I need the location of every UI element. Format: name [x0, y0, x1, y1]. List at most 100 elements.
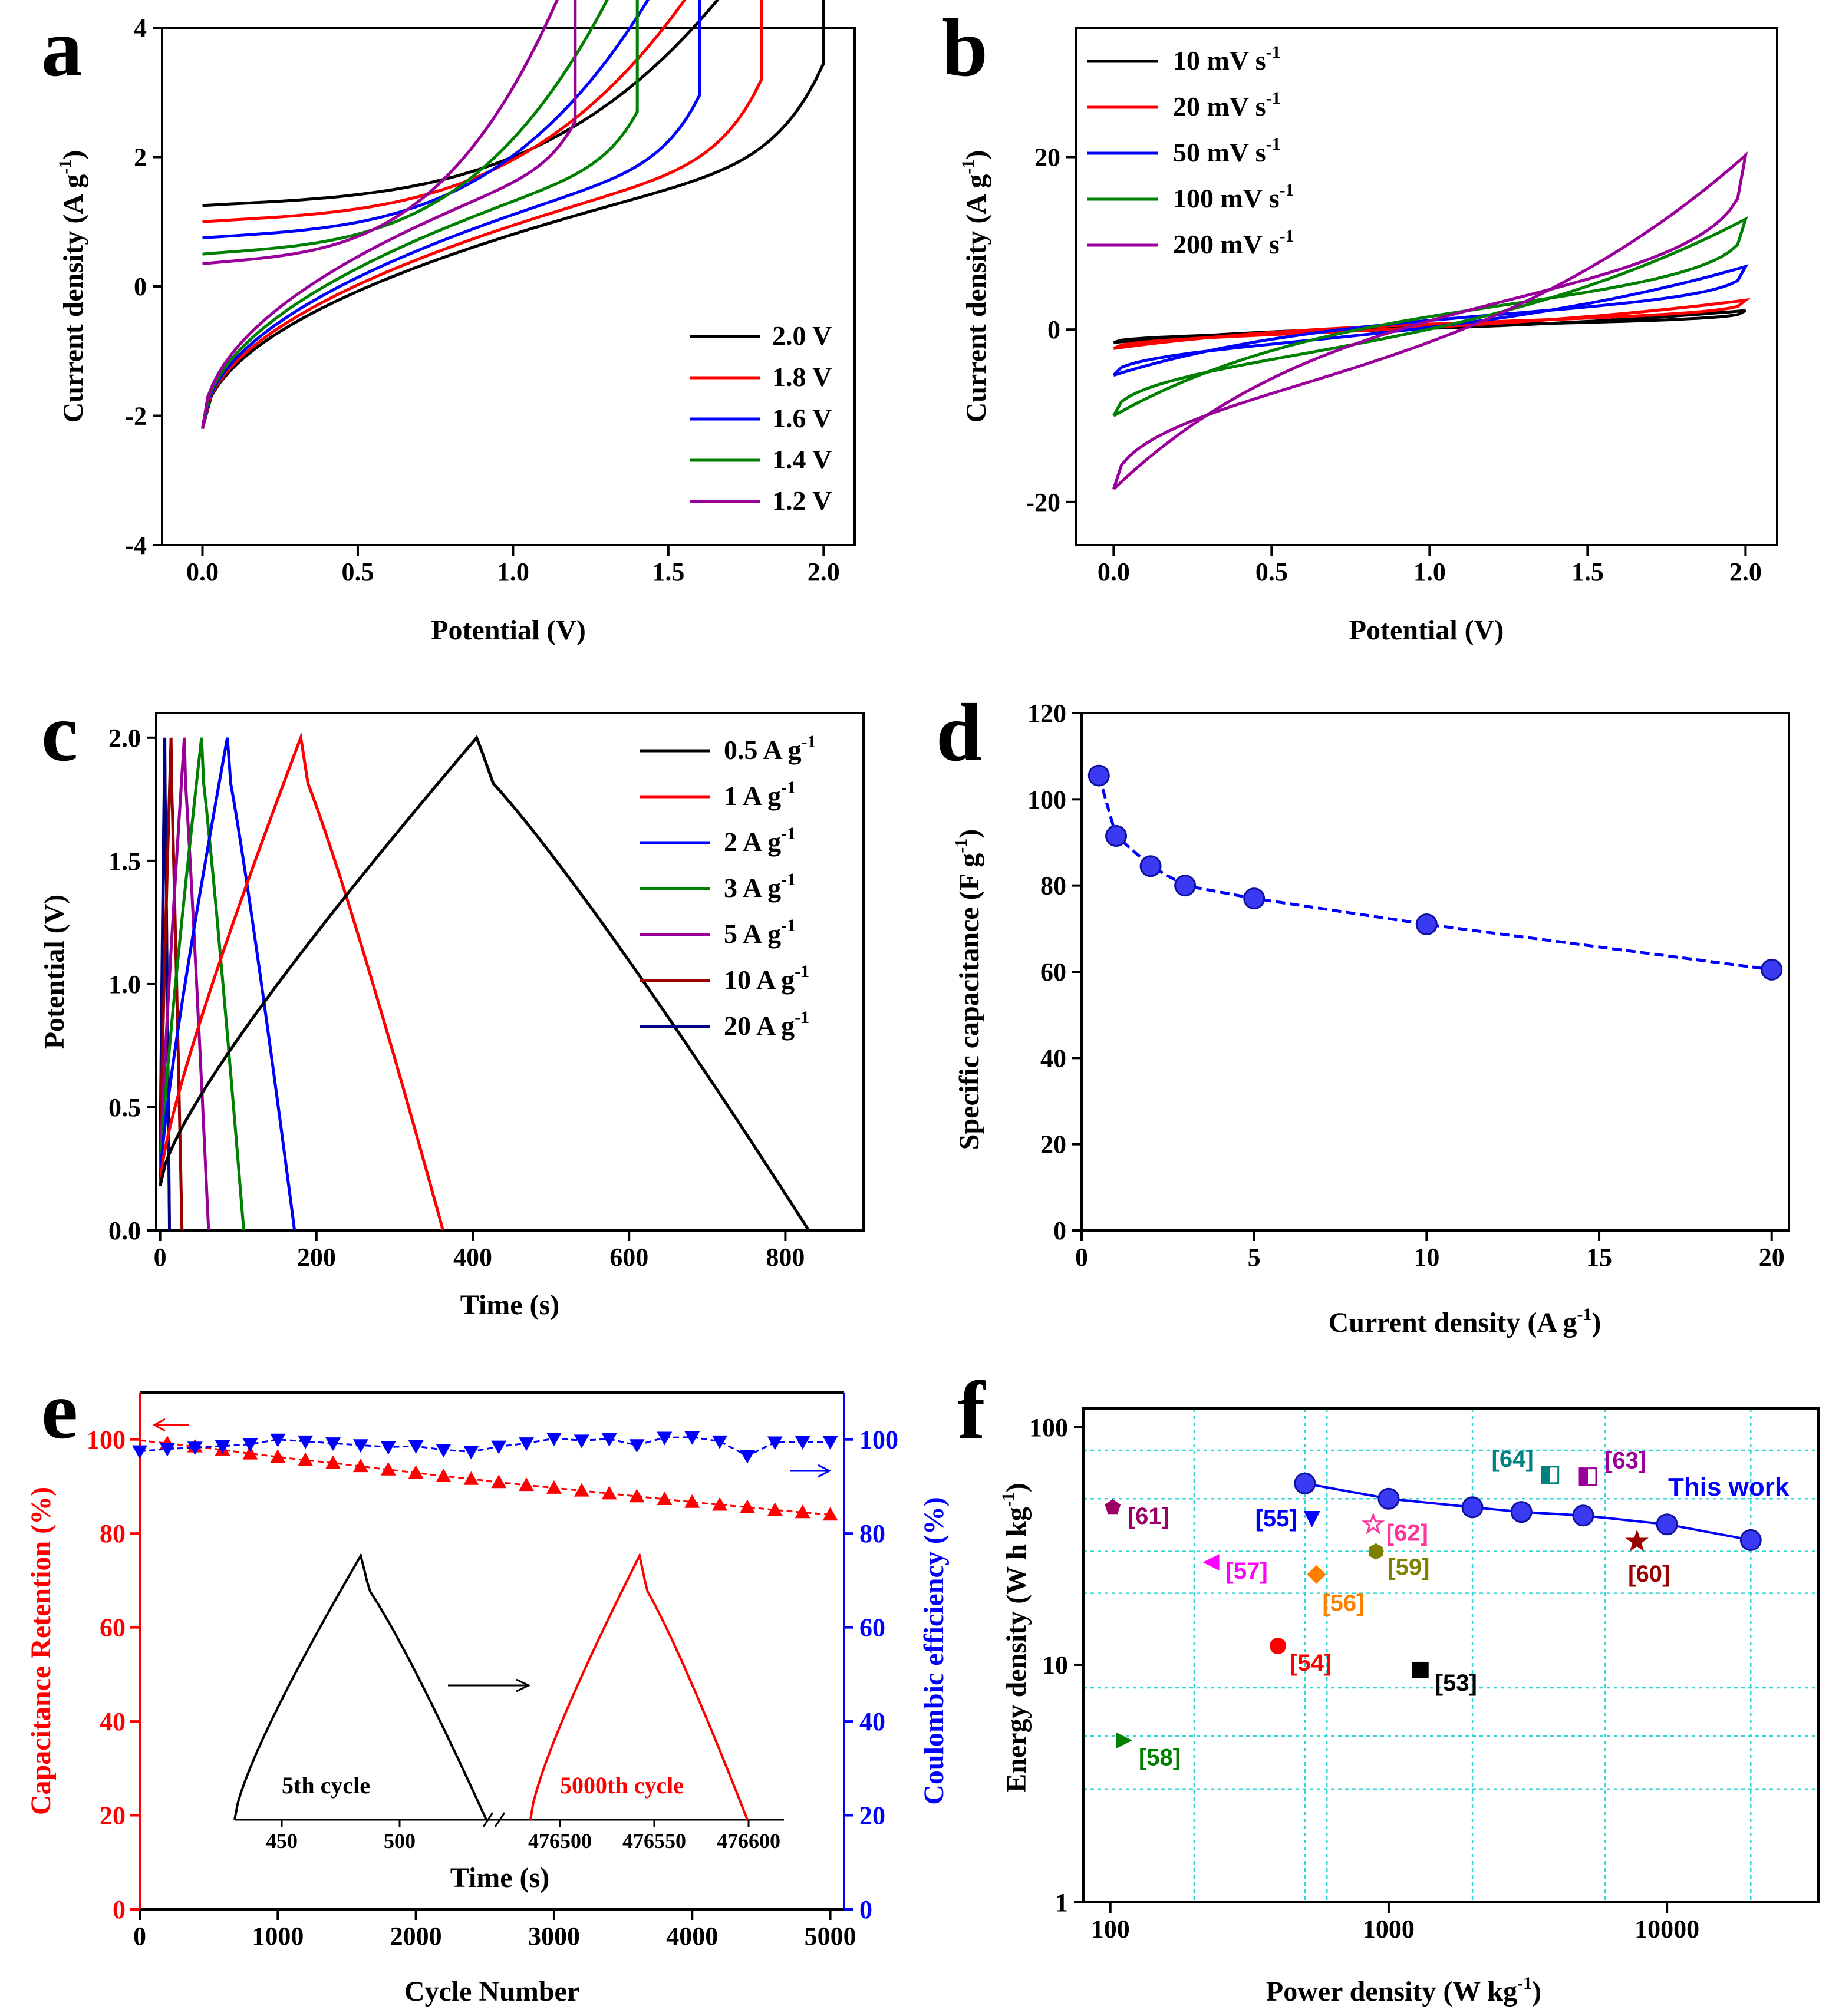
y-tick-label-right-e: 0 [859, 1895, 872, 1924]
x-axis-label-c: Time (s) [460, 1289, 559, 1321]
inset-label-last-e: 5000th cycle [560, 1772, 684, 1799]
coulombic-point-e [242, 1438, 258, 1452]
retention-point-e [574, 1483, 589, 1497]
x-tick-label-b: 1.5 [1571, 557, 1604, 586]
x-tick-label-b: 2.0 [1729, 557, 1762, 586]
y-tick-label-c: 0.0 [108, 1216, 141, 1245]
axes-frame-c [155, 712, 865, 1232]
legend-label-a: 1.4 V [772, 444, 832, 474]
retention-point-e [270, 1449, 286, 1463]
x-axis-label-a: Potential (V) [431, 615, 586, 646]
y-axis-label-b: Current density (A g-1) [958, 150, 992, 423]
y-tick-label-left-e: 80 [100, 1519, 126, 1548]
retention-point-e [739, 1499, 755, 1513]
this-work-point-f [1294, 1472, 1316, 1494]
coulombic-point-e [352, 1439, 368, 1453]
y-tick-label-right-e: 40 [859, 1707, 885, 1736]
coulombic-point-e [408, 1440, 424, 1454]
x-tick-label-e: 3000 [528, 1922, 580, 1951]
y-tick-label-left-e: 40 [100, 1707, 126, 1736]
coulombic-point-e [574, 1434, 589, 1449]
x-tick-label-a: 0.5 [341, 557, 374, 586]
coulombic-point-e [187, 1441, 203, 1456]
ref-marker-f [1307, 1565, 1326, 1584]
gcd-curve-c [159, 737, 210, 1231]
y-tick-label-left-e: 20 [100, 1801, 126, 1830]
this-work-point-f [1377, 1487, 1400, 1510]
y-tick-label-a: 2 [134, 143, 147, 172]
y-tick-label-c: 2.0 [108, 724, 141, 753]
ref-label-f: [62] [1386, 1520, 1428, 1546]
legend-label-b: 10 mV s-1 [1173, 42, 1281, 75]
ref-marker-f [1270, 1638, 1287, 1655]
y-tick-label-left-e: 100 [87, 1426, 126, 1454]
inset-tick-label-e: 476550 [622, 1829, 686, 1853]
ref-marker-f [1412, 1661, 1429, 1678]
legend-label-c: 10 A g-1 [724, 962, 809, 995]
ref-marker-f [1115, 1732, 1132, 1749]
retention-point-e [380, 1461, 396, 1476]
coulombic-point-e [463, 1446, 479, 1460]
x-tick-label-d: 0 [1075, 1243, 1088, 1272]
ref-label-f: [53] [1435, 1670, 1477, 1696]
cv-curve-b [1112, 151, 1748, 490]
y-axis-label-right-e: Coulombic efficiency (%) [918, 1497, 950, 1805]
coulombic-point-e [519, 1437, 535, 1451]
coulombic-point-e [132, 1445, 147, 1459]
ref-label-f: [64] [1492, 1446, 1534, 1472]
x-tick-label-e: 1000 [252, 1922, 304, 1951]
ref-marker-half-f [1541, 1466, 1550, 1483]
panel-label-a: a [41, 2, 83, 94]
y-tick-label-left-e: 60 [100, 1614, 126, 1642]
coulombic-point-e [270, 1433, 286, 1447]
x-tick-label-c: 200 [297, 1243, 336, 1272]
coulombic-point-e [436, 1444, 452, 1458]
retention-point-e [822, 1507, 838, 1521]
y-axis-label-left-e: Capacitance Retention (%) [25, 1487, 57, 1815]
x-tick-label-a: 1.0 [497, 557, 529, 586]
axes-frame-a [161, 27, 856, 546]
data-point-d [1105, 825, 1128, 847]
x-tick-label-d: 15 [1586, 1243, 1612, 1272]
this-work-point-f [1739, 1529, 1762, 1551]
legend-label-a: 2.0 V [772, 321, 832, 351]
axis-break-e [482, 1812, 506, 1827]
y-tick-label-f: 1 [1055, 1888, 1068, 1917]
y-tick-label-d: 20 [1040, 1130, 1066, 1159]
y-axis-label-c: Potential (V) [39, 895, 70, 1050]
ref-label-f: [63] [1604, 1448, 1646, 1474]
y-tick-label-d: 120 [1027, 699, 1066, 728]
panel-label-b: b [942, 2, 988, 94]
panel-f: f 100 1000 10000 1 10 100 Power density (W kg-… [958, 1365, 1820, 2007]
x-tick-label-c: 400 [453, 1243, 492, 1272]
legend-label-c: 0.5 A g-1 [724, 732, 816, 765]
y-axis-label-f: Energy density (W h kg-1) [998, 1483, 1032, 1793]
coulombic-point-e [325, 1437, 341, 1451]
ref-marker-f [1361, 1512, 1385, 1535]
y-tick-label-c: 1.0 [108, 970, 141, 999]
x-tick-label-d: 10 [1413, 1243, 1439, 1272]
coulombic-point-e [767, 1436, 783, 1450]
panel-c: c 0 200 400 600 800 0.0 0.5 1.0 1.5 2.0 Time (s) Po… [39, 687, 865, 1321]
legend-label-c: 20 A g-1 [724, 1008, 809, 1041]
legend-label-a: 1.8 V [772, 362, 832, 392]
x-tick-label-e: 5000 [805, 1922, 856, 1951]
legend-label-a: 1.6 V [772, 403, 832, 433]
inset-tick-label-e: 476600 [717, 1829, 780, 1853]
this-work-point-f [1510, 1501, 1533, 1523]
x-tick-label-f: 100 [1091, 1915, 1130, 1944]
y-tick-label-f: 100 [1029, 1413, 1068, 1442]
coulombic-point-e [684, 1431, 700, 1445]
legend-label-b: 100 mV s-1 [1173, 180, 1294, 213]
inset-tick-label-e: 476500 [528, 1829, 592, 1853]
legend-label-b: 50 mV s-1 [1173, 134, 1281, 167]
panel-d: d 0 5 10 15 20 0 20 40 60 80 100 120 Current density… [936, 687, 1790, 1338]
x-tick-label-b: 1.0 [1413, 557, 1446, 586]
retention-point-e [684, 1494, 700, 1508]
coulombic-point-e [298, 1435, 314, 1449]
retention-line-e [139, 1439, 831, 1516]
inset-curve-first-e [233, 1552, 487, 1820]
retention-point-e [795, 1504, 810, 1519]
coulombic-point-e [159, 1443, 175, 1457]
